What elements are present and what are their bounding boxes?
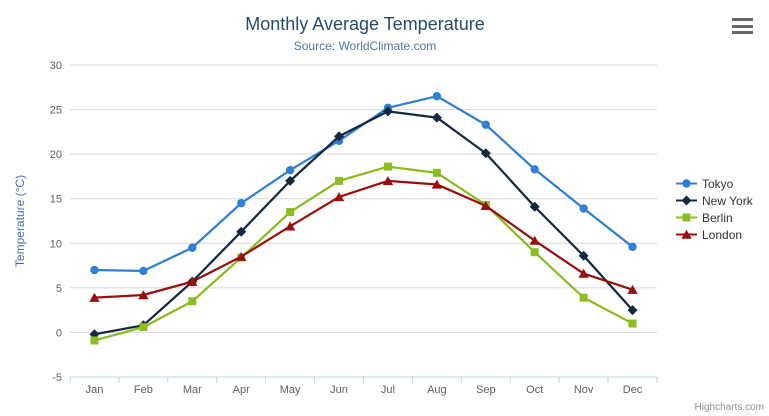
circle-legend-marker-icon <box>676 179 697 188</box>
x-axis-tick-label: Mar <box>183 384 202 396</box>
legend-item-london[interactable]: London <box>676 226 753 243</box>
data-point-marker[interactable] <box>188 297 197 306</box>
chart-subtitle: Source: WorldClimate.com <box>293 39 437 53</box>
data-point-marker[interactable] <box>236 226 247 237</box>
series-line <box>93 95 634 273</box>
series-tokyo <box>90 92 637 276</box>
y-axis-tick-label: 25 <box>50 105 62 117</box>
legend-item-label: Berlin <box>702 210 733 225</box>
axis-labels: -5 0 5 10 15 20 25 30 Jan Feb Mar Apr May Jun Jul Aug Se… <box>50 60 643 396</box>
series-line <box>93 110 634 336</box>
data-point-marker[interactable] <box>628 319 637 328</box>
data-point-marker[interactable] <box>578 268 589 278</box>
x-axis-tick-label: Jun <box>330 384 348 396</box>
square-legend-marker-icon <box>676 213 697 222</box>
x-axis-tick-label: Jan <box>86 384 104 396</box>
chart-title: Monthly Average Temperature <box>245 14 485 34</box>
series-line <box>93 179 634 299</box>
data-point-marker[interactable] <box>187 276 198 286</box>
data-point-marker[interactable] <box>529 201 540 212</box>
x-axis-tick-label: Apr <box>233 384 250 396</box>
legend-item-tokyo[interactable]: Tokyo <box>676 175 753 192</box>
y-axis-tick-label: 10 <box>50 238 62 250</box>
y-axis-tick-label: -5 <box>52 372 62 384</box>
data-point-marker[interactable] <box>236 251 247 261</box>
data-point-marker[interactable] <box>383 162 392 171</box>
data-point-marker[interactable] <box>530 165 539 174</box>
legend-item-label: Tokyo <box>702 176 734 191</box>
data-point-marker[interactable] <box>432 168 441 177</box>
x-axis-tick-label: Jul <box>381 384 395 396</box>
data-point-marker[interactable] <box>333 192 345 202</box>
y-axis-tick-label: 20 <box>50 149 62 161</box>
data-point-marker[interactable] <box>335 176 344 185</box>
data-point-marker[interactable] <box>530 248 539 257</box>
hamburger-icon <box>731 18 753 34</box>
data-point-marker[interactable] <box>431 179 443 189</box>
data-point-marker[interactable] <box>382 176 394 186</box>
legend: Tokyo New York Berlin London <box>676 175 753 243</box>
data-point-marker[interactable] <box>139 323 148 332</box>
axis-lines <box>69 376 658 383</box>
x-axis-tick-label: May <box>280 384 301 396</box>
y-axis-tick-label: 0 <box>56 327 62 339</box>
data-point-marker[interactable] <box>578 250 589 261</box>
data-point-marker[interactable] <box>481 120 490 129</box>
data-point-marker[interactable] <box>480 148 491 159</box>
y-axis-tick-label: 30 <box>50 60 62 72</box>
data-point-marker[interactable] <box>529 235 540 245</box>
x-axis-tick-label: Oct <box>526 384 543 396</box>
data-point-marker[interactable] <box>285 165 295 175</box>
data-point-marker[interactable] <box>285 175 296 186</box>
data-point-marker[interactable] <box>627 305 638 316</box>
y-axis-tick-label: 5 <box>56 283 62 295</box>
legend-marker-symbol <box>682 213 691 222</box>
x-axis-tick-label: Aug <box>427 384 447 396</box>
series-line <box>93 165 634 342</box>
data-point-marker[interactable] <box>90 336 99 345</box>
data-point-marker[interactable] <box>90 265 99 275</box>
legend-item-new-york[interactable]: New York <box>676 192 753 209</box>
highcharts-credit-link[interactable]: Highcharts.com <box>694 402 764 413</box>
data-point-marker[interactable] <box>627 284 638 294</box>
x-axis-tick-label: Dec <box>623 384 643 396</box>
legend-item-berlin[interactable]: Berlin <box>676 209 753 226</box>
data-point-marker[interactable] <box>431 112 442 123</box>
y-axis-title: Temperature (°C) <box>13 175 27 267</box>
legend-marker-symbol <box>681 195 692 206</box>
data-point-marker[interactable] <box>89 292 100 302</box>
data-point-marker[interactable] <box>628 242 637 252</box>
data-point-marker[interactable] <box>432 92 442 101</box>
data-point-marker[interactable] <box>480 201 491 211</box>
legend-marker-symbol <box>682 179 691 188</box>
diamond-legend-marker-icon <box>676 195 697 206</box>
data-point-marker[interactable] <box>286 208 295 217</box>
data-point-marker[interactable] <box>138 290 149 300</box>
triangle-legend-marker-icon <box>676 229 697 239</box>
data-point-marker[interactable] <box>237 198 246 208</box>
y-axis-tick-label: 15 <box>50 194 62 206</box>
data-point-marker[interactable] <box>188 243 197 252</box>
x-axis-tick-label: Feb <box>134 384 153 396</box>
series-new-york <box>89 106 638 340</box>
x-axis-tick-label: Nov <box>574 384 594 396</box>
data-point-marker[interactable] <box>284 221 296 231</box>
legend-marker-symbol <box>681 229 692 239</box>
series-london <box>89 176 638 302</box>
gridlines <box>70 64 657 378</box>
legend-item-label: London <box>702 227 743 242</box>
series-lines <box>89 92 638 345</box>
data-point-marker[interactable] <box>579 293 588 302</box>
data-point-marker[interactable] <box>334 131 345 142</box>
data-point-marker[interactable] <box>382 106 393 117</box>
legend-item-label: New York <box>702 193 753 208</box>
data-point-marker[interactable] <box>139 266 148 276</box>
data-point-marker[interactable] <box>579 204 588 213</box>
x-axis-tick-label: Sep <box>476 384 496 396</box>
context-menu-button[interactable] <box>729 16 755 38</box>
